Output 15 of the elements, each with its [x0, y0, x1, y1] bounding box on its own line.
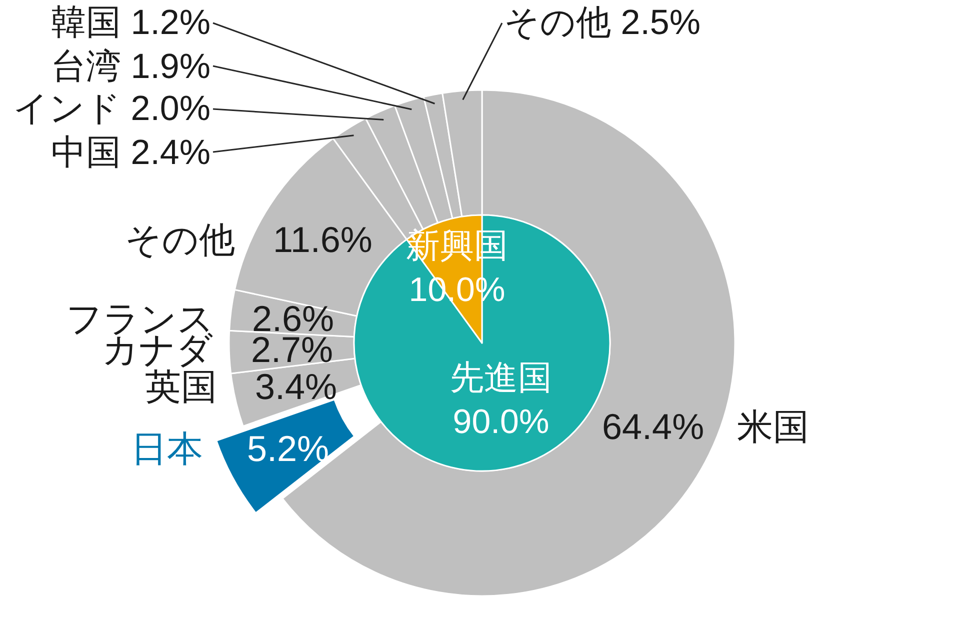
data-label: 64.4%: [602, 406, 704, 447]
slice-label: 中国 2.4%: [51, 133, 210, 172]
data-label: 90.0%: [452, 403, 550, 442]
category-label: その他 2.5%: [504, 3, 700, 42]
data-label: 3.4%: [255, 366, 338, 407]
slice-label: その他: [125, 219, 235, 260]
slice-label: 先進国: [450, 359, 552, 397]
slice-label: 英国: [145, 366, 217, 407]
slice-label: インド 2.0%: [13, 89, 210, 128]
slice-label: 米国: [737, 406, 809, 447]
slice-label: 台湾 1.9%: [51, 47, 210, 86]
data-label: 11.6%: [273, 219, 372, 260]
slice-label: 日本: [131, 428, 203, 469]
slice-label: 韓国 1.2%: [51, 3, 210, 42]
data-label: 5.2%: [247, 428, 330, 469]
